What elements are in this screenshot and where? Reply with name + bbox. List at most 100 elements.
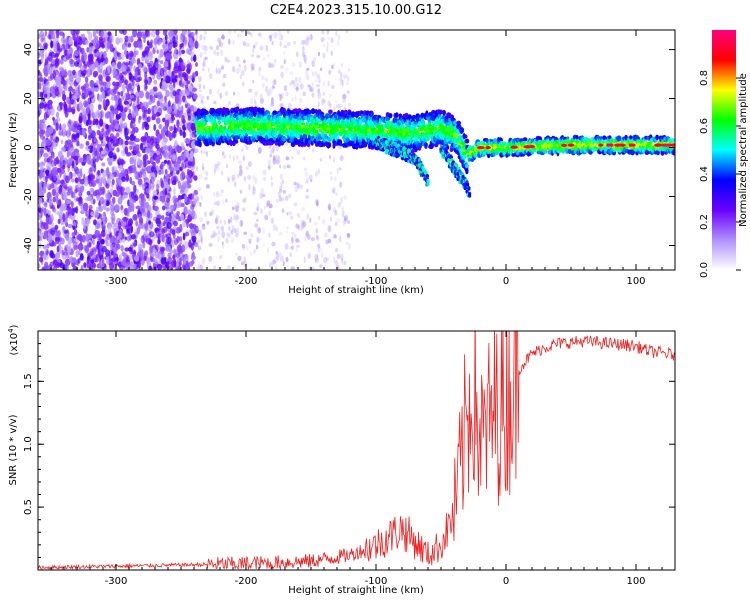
spectrogram-cell <box>190 56 193 62</box>
spectrogram-cell <box>323 99 326 104</box>
spectrogram-cell <box>58 85 63 94</box>
spectrogram-cell <box>89 102 94 111</box>
spectrogram-cell <box>125 186 131 195</box>
spectrogram-cell <box>317 101 320 108</box>
spectrogram-cell <box>291 79 295 85</box>
spectrogram-cell <box>53 47 57 53</box>
spectrogram-cell <box>240 69 245 76</box>
spectrogram-cell <box>185 260 188 265</box>
spectrogram-cell <box>331 65 334 70</box>
spectrogram-cell <box>44 261 49 270</box>
spectrogram-cell <box>98 104 102 111</box>
spectrogram-cell <box>154 44 158 51</box>
spectrogram-cell <box>139 205 146 214</box>
spectrogram-cell <box>342 210 345 218</box>
spectrogram-cell <box>78 102 84 111</box>
spectrogram-cell <box>48 183 55 189</box>
spectrogram-cell <box>282 189 286 194</box>
spectrogram-cell <box>64 258 70 268</box>
spectrogram-cell <box>166 221 172 229</box>
spectrogram-cell <box>149 146 153 154</box>
spectrogram-cell <box>405 136 410 141</box>
spectrogram-cell <box>182 258 187 266</box>
spectrogram-cell <box>318 78 321 84</box>
spectrogram-cell <box>184 100 188 105</box>
spectrogram-cell <box>155 156 160 164</box>
spectrogram-cell <box>280 182 283 187</box>
spectrogram-cell <box>76 197 82 202</box>
spectrogram-cell <box>73 40 78 47</box>
spectrogram-cell <box>132 30 138 38</box>
spectrogram-cell <box>44 230 48 239</box>
spectrogram-cell <box>196 226 200 231</box>
spectrogram-cell <box>155 61 159 69</box>
spectrogram-cell <box>199 52 203 59</box>
spectrogram-cell <box>56 196 59 205</box>
spectrogram-cell <box>264 214 269 221</box>
spectrogram-cell <box>102 37 106 43</box>
spectrogram-cell <box>330 176 333 181</box>
spectrogram-cell <box>206 220 210 225</box>
spectrogram-cell <box>52 69 57 79</box>
spectrogram-cell <box>187 199 193 205</box>
spectrogram-cell <box>200 236 203 243</box>
spectrogram-cell <box>165 130 171 138</box>
spectrogram-cell <box>252 137 256 143</box>
spectrogram-cell <box>169 249 173 254</box>
spectrogram-cell <box>179 35 184 43</box>
spectrogram-cell <box>293 41 296 45</box>
spectrogram-cell <box>333 234 337 239</box>
spectrogram-cell <box>240 262 245 266</box>
spectrogram-cell <box>314 258 317 263</box>
spectrogram-cell <box>111 257 117 262</box>
spectrogram-cell <box>244 64 247 72</box>
spectrogram-cell <box>159 223 163 231</box>
spectrogram-cell <box>94 230 101 238</box>
spectrogram-cell <box>264 205 266 210</box>
spectrogram-cell <box>305 120 310 126</box>
spectrogram-cell <box>179 91 183 96</box>
spectrogram-cell <box>52 133 56 141</box>
spectrogram-cell <box>176 170 180 175</box>
spectrogram-cell <box>339 80 344 86</box>
spectrogram-cell <box>71 178 75 183</box>
spectrogram-cell <box>105 256 110 265</box>
spectrogram-cell <box>299 83 304 90</box>
spectrogram-cell <box>203 51 207 55</box>
spectrogram-cell <box>43 112 48 121</box>
spectrogram-cell <box>254 177 258 184</box>
spectrogram-cell <box>198 89 202 93</box>
spectrogram-cell <box>48 52 52 57</box>
spectrogram-cell <box>98 38 104 45</box>
spectrogram-cell <box>66 149 70 158</box>
spectrogram-cell <box>344 106 347 111</box>
spectrogram-cell <box>154 105 159 112</box>
spectrogram-cell <box>142 154 147 162</box>
spectrogram-cell <box>176 255 180 262</box>
spectrogram-cell <box>298 61 303 68</box>
spectrogram-cell <box>274 78 276 85</box>
spectrogram-cell <box>224 56 228 63</box>
spectrogram-cell <box>347 76 350 82</box>
spectrogram-cell <box>288 193 292 199</box>
spectrogram-cell <box>90 59 94 65</box>
spectrogram-cell <box>99 118 104 127</box>
spectrogram-cell <box>77 257 81 264</box>
spectrogram-cell <box>334 99 338 103</box>
spectrogram-cell <box>311 92 315 98</box>
spectrogram-cell <box>304 180 309 185</box>
spectrogram-cell <box>266 89 270 96</box>
spectrogram-cell <box>181 172 185 179</box>
spectrogram-cell <box>162 43 169 52</box>
spectrogram-cell <box>285 91 289 97</box>
spectrogram-cell <box>260 208 263 215</box>
spectrogram-cell <box>50 105 53 110</box>
spectrogram-cell <box>75 71 81 80</box>
spectrogram-cell <box>131 180 136 186</box>
spectrogram-cell <box>38 151 41 160</box>
spectrogram-cell <box>235 232 239 238</box>
spectrogram-cell <box>184 139 190 144</box>
spectrogram-cell <box>199 217 203 223</box>
spectrogram-cell <box>118 254 122 262</box>
spectrogram-cell <box>62 182 68 187</box>
